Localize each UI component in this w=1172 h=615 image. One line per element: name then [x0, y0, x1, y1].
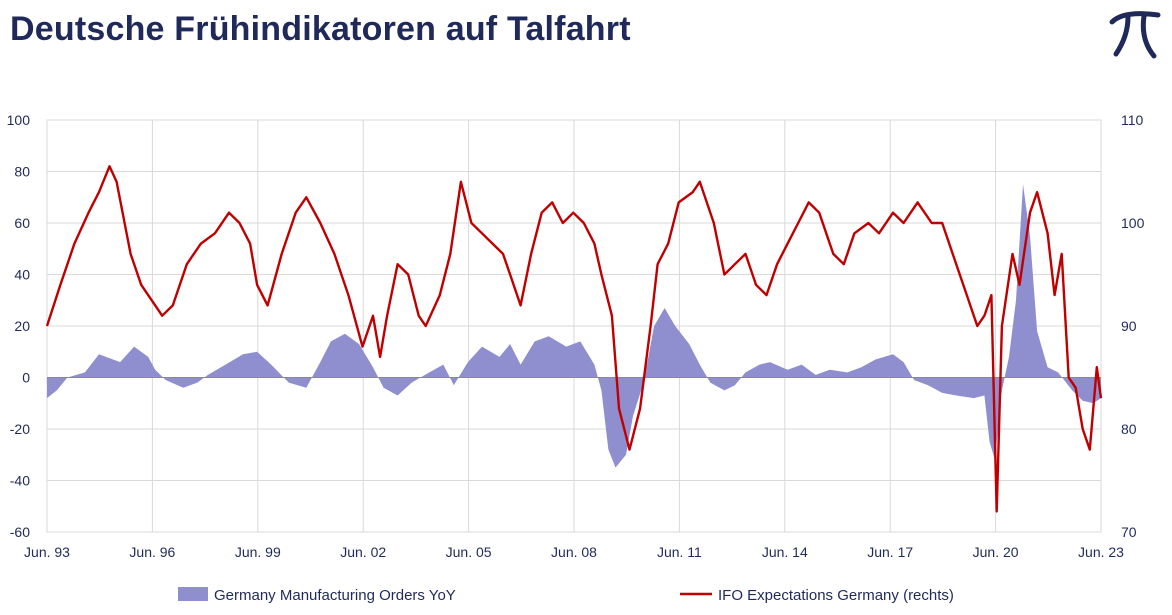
x-tick-label: Jun. 96 — [129, 544, 175, 560]
left-tick-label: 40 — [14, 267, 30, 283]
right-tick-label: 70 — [1121, 524, 1137, 540]
x-tick-label: Jun. 20 — [973, 544, 1019, 560]
pi-logo-icon — [1106, 4, 1164, 62]
left-tick-label: -40 — [10, 473, 30, 489]
chart-svg: 100 80 60 40 20 0 -20 -40 -60 110 100 90 80 70 Jun. 93… — [7, 112, 1145, 604]
x-tick-label: Jun. 02 — [340, 544, 386, 560]
right-tick-label: 110 — [1121, 112, 1144, 128]
x-tick-label: Jun. 17 — [867, 544, 913, 560]
legend-label-orders: Germany Manufacturing Orders YoY — [214, 587, 456, 604]
x-tick-label: Jun. 14 — [762, 544, 808, 560]
left-tick-label: 100 — [7, 112, 31, 128]
right-tick-label: 100 — [1121, 215, 1145, 231]
right-tick-label: 90 — [1121, 318, 1137, 334]
series-line-ifo — [45, 165, 1103, 513]
x-tick-label: Jun. 93 — [24, 544, 70, 560]
left-tick-label: -20 — [10, 421, 30, 437]
left-tick-label: 80 — [14, 164, 30, 180]
chart-container: 100 80 60 40 20 0 -20 -40 -60 110 100 90 80 70 Jun. 93… — [0, 100, 1172, 610]
x-tick-label: Jun. 05 — [446, 544, 492, 560]
left-tick-label: 60 — [14, 215, 30, 231]
x-tick-label: Jun. 23 — [1078, 544, 1124, 560]
x-tick-label: Jun. 99 — [235, 544, 281, 560]
x-tick-label: Jun. 08 — [551, 544, 597, 560]
legend-label-ifo: IFO Expectations Germany (rechts) — [718, 587, 954, 604]
right-tick-label: 80 — [1121, 421, 1137, 437]
left-tick-label: -60 — [10, 524, 30, 540]
left-tick-label: 20 — [14, 318, 30, 334]
x-tick-label: Jun. 11 — [657, 544, 702, 560]
left-tick-label: 0 — [22, 370, 30, 386]
page-title: Deutsche Frühindikatoren auf Talfahrt — [10, 10, 631, 48]
legend-swatch-orders — [178, 587, 208, 601]
